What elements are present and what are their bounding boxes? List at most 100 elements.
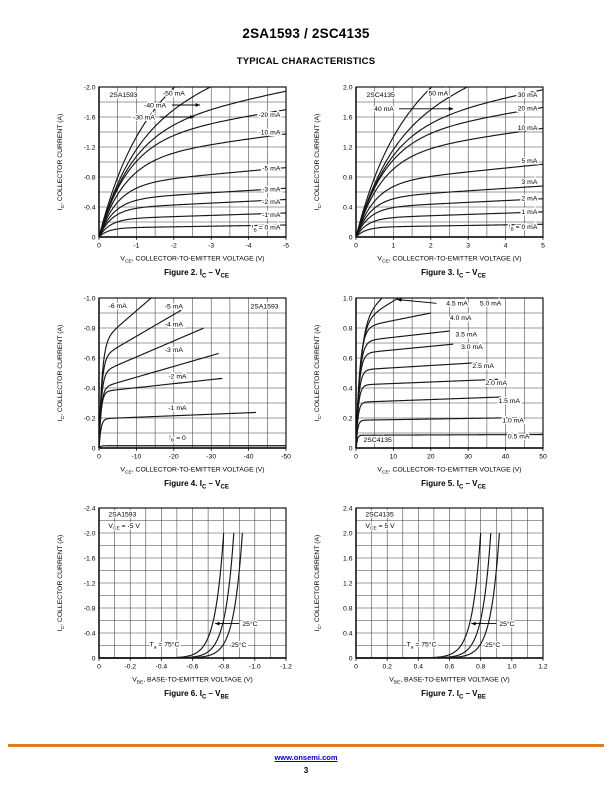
x-tick-label: 1.2 <box>538 664 548 671</box>
curve-label: -4 mA <box>165 321 184 328</box>
curve-label: 2SC4135 <box>367 92 396 99</box>
curve-label: 40 mA <box>374 106 394 113</box>
x-tick-label: -1.2 <box>280 664 292 671</box>
y-tick-label: 1.2 <box>343 144 353 151</box>
curve-1mA <box>355 211 544 238</box>
x-tick-label: 20 <box>427 453 435 460</box>
curves <box>355 297 544 448</box>
x-tick-label: -0.6 <box>187 664 199 671</box>
curve-label: 2.0 mA <box>486 380 508 387</box>
curve-label: -2 mA <box>168 373 187 380</box>
grid <box>99 508 286 659</box>
curve-label: -10 mA <box>258 129 280 136</box>
x-tick-label: 1 <box>392 243 396 250</box>
curve-0mA <box>98 444 286 449</box>
annotation-arrowhead <box>471 621 476 626</box>
x-axis-title: VCE, COLLECTOR-TO-EMITTER VOLTAGE (V) <box>377 466 521 475</box>
y-axis-title: IC, COLLECTOR CURRENT (A) <box>57 324 66 421</box>
x-tick-label: 0 <box>97 243 101 250</box>
onsemi-link[interactable]: www.onsemi.com <box>274 752 338 762</box>
y-tick-label: 2.0 <box>343 530 353 537</box>
y-tick-label: -0.8 <box>84 325 96 332</box>
y-tick-label: 1.2 <box>343 580 353 587</box>
curve-0mA <box>98 224 287 238</box>
x-tick-label: -0.4 <box>155 664 167 671</box>
figure-5-caption: Figure 5. IC – VCE <box>421 478 486 491</box>
annotation-arrowhead <box>190 115 195 119</box>
x-axis-title: VCE, COLLECTOR-TO-EMITTER VOLTAGE (V) <box>377 256 521 265</box>
curve--5mA <box>98 167 287 238</box>
curve-labels: 2SA1593 -6 mA -5 mA -4 mA -3 mA -2 mA -1 mA IB … <box>107 301 280 445</box>
y-tick-label: -1.2 <box>84 580 96 587</box>
x-tick-label: 0.8 <box>476 664 486 671</box>
curves <box>98 297 286 449</box>
curve-label: 30 mA <box>518 92 538 99</box>
curve--6mA <box>98 297 152 448</box>
figure-6-caption: Figure 6. IC – VBE <box>164 689 229 701</box>
curve-label: 2SA1593 <box>108 512 136 519</box>
curve-label: VCE = -5 V <box>108 523 140 532</box>
grid <box>99 87 286 237</box>
y-tick-label: 0.4 <box>343 204 353 211</box>
curve-labels: 2SA1593 -50 mA -40 mA -30 mA -20 mA -10 mA -5 … <box>108 89 282 235</box>
x-axis-labels: 0 -0.2 -0.4 -0.6 -0.8 -1.0 -1.2 <box>97 658 292 671</box>
y-tick-label: 1.0 <box>343 295 353 302</box>
y-tick-label: 0.4 <box>343 385 353 392</box>
grid <box>99 297 286 448</box>
figure-4-caption: Figure 4. IC – VCE <box>164 478 229 491</box>
curve-label: 2.5 mA <box>472 362 494 369</box>
curve--40mA <box>98 86 211 238</box>
curve-label: IB = 0 mA <box>252 225 281 234</box>
y-axis-labels: 0 -0.2 -0.4 -0.6 -0.8 -1.0 <box>84 295 96 452</box>
y-tick-label: 0 <box>349 445 353 452</box>
grid <box>356 508 543 659</box>
curve--20mA <box>98 109 287 238</box>
page-footer: www.onsemi.com 3 <box>8 744 604 775</box>
curves <box>99 533 243 659</box>
curve-5mA <box>355 163 544 238</box>
curve-label: -1 mA <box>262 212 281 219</box>
x-axis-labels: 0 -1 -2 -3 -4 -5 <box>97 237 289 250</box>
curve-label: 2SC4135 <box>364 437 393 444</box>
curve-label: 20 mA <box>518 105 538 112</box>
y-axis-title: IC, COLLECTOR CURRENT (A) <box>57 535 66 632</box>
y-tick-label: 0 <box>349 234 353 241</box>
y-tick-label: 0.4 <box>343 630 353 637</box>
annotations <box>397 297 437 304</box>
figure-4: 0 -10 -20 -30 -40 -50 0 -0.2 -0.4 -0.6 -0.8 -1.0 IC,… <box>51 290 304 491</box>
x-tick-label: 0 <box>97 453 101 460</box>
chart-svg-figure-3: 0 1 2 3 4 5 0 0.4 0.8 1.2 1.6 2.0 IC, COLLECTOR CURR… <box>314 84 545 265</box>
curve--5mA <box>98 309 182 448</box>
chart-svg-figure-6: 0 -0.2 -0.4 -0.6 -0.8 -1.0 -1.2 0 -0.4 -0.8 -1.2 -1… <box>57 505 292 685</box>
x-tick-label: 0.4 <box>414 664 424 671</box>
curve--2mA <box>98 198 287 238</box>
y-tick-label: 1.6 <box>343 555 353 562</box>
chart-svg-figure-5: 0 10 20 30 40 50 0 0.2 0.4 0.6 0.8 1.0 IC, COLLECTOR… <box>314 295 547 475</box>
curve--1mA <box>98 411 257 448</box>
footer-divider <box>8 744 604 747</box>
y-tick-label: 0 <box>92 445 96 452</box>
x-axis-labels: 0 1 2 3 4 5 <box>354 237 545 250</box>
y-tick-label: -0.2 <box>84 415 96 422</box>
x-tick-label: 0 <box>97 664 101 671</box>
curve-3.0mA <box>355 343 454 448</box>
curve-label: -2 mA <box>262 199 281 206</box>
y-tick-label: 2.0 <box>343 84 353 91</box>
y-tick-label: -2.0 <box>84 530 96 537</box>
annotation-arrowhead <box>397 297 402 302</box>
x-tick-label: 5 <box>541 243 545 250</box>
curve-1.5mA <box>355 395 502 448</box>
annotations <box>471 621 497 626</box>
figure-7-caption: Figure 7. IC – VBE <box>421 689 486 701</box>
x-tick-label: 50 <box>539 453 547 460</box>
grid <box>356 87 543 237</box>
section-title: TYPICAL CHARACTERISTICS <box>236 56 376 67</box>
curve-3.5mA <box>355 330 450 448</box>
curve-label: VCE = 5 V <box>365 523 395 532</box>
curve-label: 4.5 mA <box>446 300 468 307</box>
curve-label: -5 mA <box>165 303 184 310</box>
curves <box>356 533 500 659</box>
chart-svg-figure-7: 0 0.2 0.4 0.6 0.8 1.0 1.2 0 0.4 0.8 1.2 1.6 2.0 2.4 IC… <box>314 505 548 685</box>
x-tick-label: -4 <box>246 243 252 250</box>
